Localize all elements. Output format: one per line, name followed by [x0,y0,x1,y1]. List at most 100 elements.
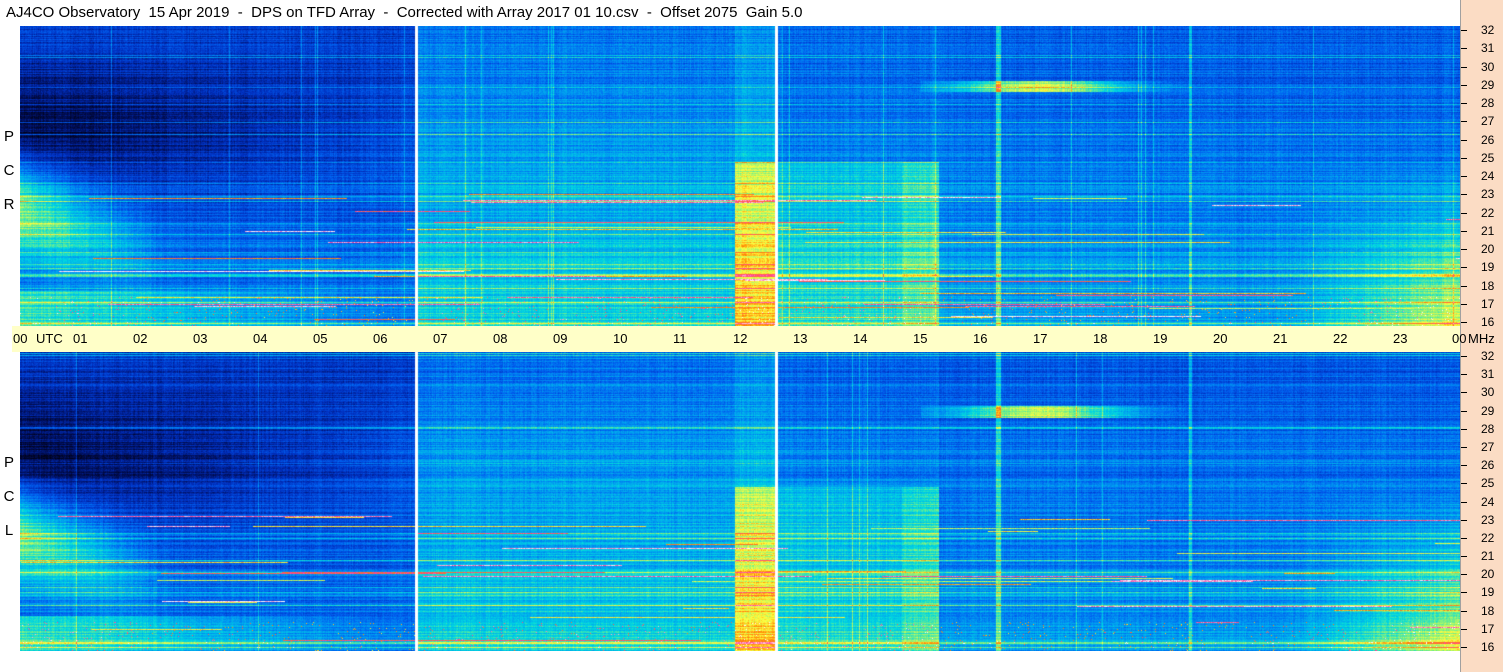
utc-tick-label: 08 [493,331,508,346]
frequency-tick [1461,556,1467,557]
frequency-tick-label: 28 [1481,96,1495,110]
title-bar: AJ4CO Observatory 15 Apr 2019 - DPS on T… [0,0,1460,26]
frequency-tick [1461,429,1467,430]
frequency-tick-label: 24 [1481,495,1495,509]
utc-tick-label: 23 [1393,331,1408,346]
frequency-tick-label: 31 [1481,367,1495,381]
frequency-tick [1461,249,1467,250]
utc-tick-label: 00 [1452,331,1467,346]
utc-time-axis [12,326,1460,352]
utc-tick-label: 06 [373,331,388,346]
utc-tick-label: 18 [1093,331,1108,346]
polarization-letter: P [3,454,14,471]
utc-tick-label: 05 [313,331,328,346]
frequency-tick [1461,67,1467,68]
frequency-tick-label: 32 [1481,23,1495,37]
frequency-tick [1461,194,1467,195]
utc-tick-label: 09 [553,331,568,346]
frequency-tick-label: 28 [1481,422,1495,436]
frequency-tick [1461,231,1467,232]
frequency-tick [1461,411,1467,412]
frequency-tick-label: 25 [1481,151,1495,165]
polarization-letter: C [3,488,15,505]
utc-tick-label: 22 [1333,331,1348,346]
frequency-tick [1461,502,1467,503]
frequency-tick-label: 30 [1481,385,1495,399]
frequency-tick [1461,158,1467,159]
polarization-letter: R [3,196,15,213]
frequency-tick-label: 26 [1481,133,1495,147]
frequency-tick [1461,465,1467,466]
frequency-tick-label: 30 [1481,60,1495,74]
frequency-tick [1461,374,1467,375]
frequency-tick [1461,121,1467,122]
frequency-tick-label: 19 [1481,585,1495,599]
frequency-tick [1461,483,1467,484]
frequency-tick [1461,592,1467,593]
frequency-tick [1461,103,1467,104]
utc-unit-label: UTC [36,331,63,346]
frequency-tick-label: 23 [1481,513,1495,527]
frequency-tick [1461,304,1467,305]
frequency-tick-label: 16 [1481,640,1495,654]
utc-tick-label: 19 [1153,331,1168,346]
utc-tick-label: 10 [613,331,628,346]
frequency-tick-label: 21 [1481,549,1495,563]
utc-tick-label: 11 [673,331,687,346]
frequency-tick-label: 18 [1481,279,1495,293]
frequency-tick [1461,286,1467,287]
frequency-tick [1461,538,1467,539]
rcp-spectrogram [20,26,1460,326]
polarization-letter: C [3,162,15,179]
frequency-tick-label: 24 [1481,169,1495,183]
mhz-unit-label: MHz [1468,331,1495,346]
frequency-tick [1461,85,1467,86]
frequency-tick [1461,176,1467,177]
frequency-tick-label: 29 [1481,404,1495,418]
frequency-tick-label: 19 [1481,260,1495,274]
frequency-tick-label: 21 [1481,224,1495,238]
lcp-spectrogram-canvas [20,352,1460,651]
utc-tick-label: 02 [133,331,148,346]
frequency-tick-label: 22 [1481,531,1495,545]
frequency-axis-strip [1460,0,1503,672]
utc-tick-label: 03 [193,331,208,346]
frequency-tick-label: 17 [1481,297,1495,311]
frequency-tick [1461,392,1467,393]
utc-tick-label: 17 [1033,331,1048,346]
frequency-tick [1461,574,1467,575]
frequency-tick [1461,140,1467,141]
frequency-tick-label: 26 [1481,458,1495,472]
frequency-tick [1461,213,1467,214]
frequency-tick-label: 27 [1481,440,1495,454]
frequency-tick-label: 31 [1481,41,1495,55]
frequency-tick [1461,356,1467,357]
frequency-tick [1461,447,1467,448]
polarization-letter: L [4,522,14,539]
frequency-tick-label: 18 [1481,604,1495,618]
utc-tick-label: 12 [733,331,748,346]
utc-tick-label: 04 [253,331,268,346]
lcp-spectrogram [20,352,1460,651]
frequency-tick [1461,520,1467,521]
frequency-tick-label: 32 [1481,349,1495,363]
frequency-tick-label: 16 [1481,315,1495,329]
utc-tick-label: 07 [433,331,448,346]
frequency-tick-label: 23 [1481,187,1495,201]
frequency-tick-label: 22 [1481,206,1495,220]
frequency-tick [1461,322,1467,323]
frequency-tick-label: 20 [1481,567,1495,581]
polarization-letter: P [3,128,14,145]
frequency-tick-label: 25 [1481,476,1495,490]
utc-tick-label: 00 [13,331,28,346]
frequency-tick [1461,30,1467,31]
frequency-tick-label: 20 [1481,242,1495,256]
frequency-tick [1461,611,1467,612]
frequency-tick-label: 29 [1481,78,1495,92]
page-title: AJ4CO Observatory 15 Apr 2019 - DPS on T… [6,4,803,21]
frequency-tick [1461,48,1467,49]
utc-tick-label: 16 [973,331,988,346]
frequency-tick [1461,647,1467,648]
utc-tick-label: 21 [1273,331,1288,346]
utc-tick-label: 01 [73,331,88,346]
